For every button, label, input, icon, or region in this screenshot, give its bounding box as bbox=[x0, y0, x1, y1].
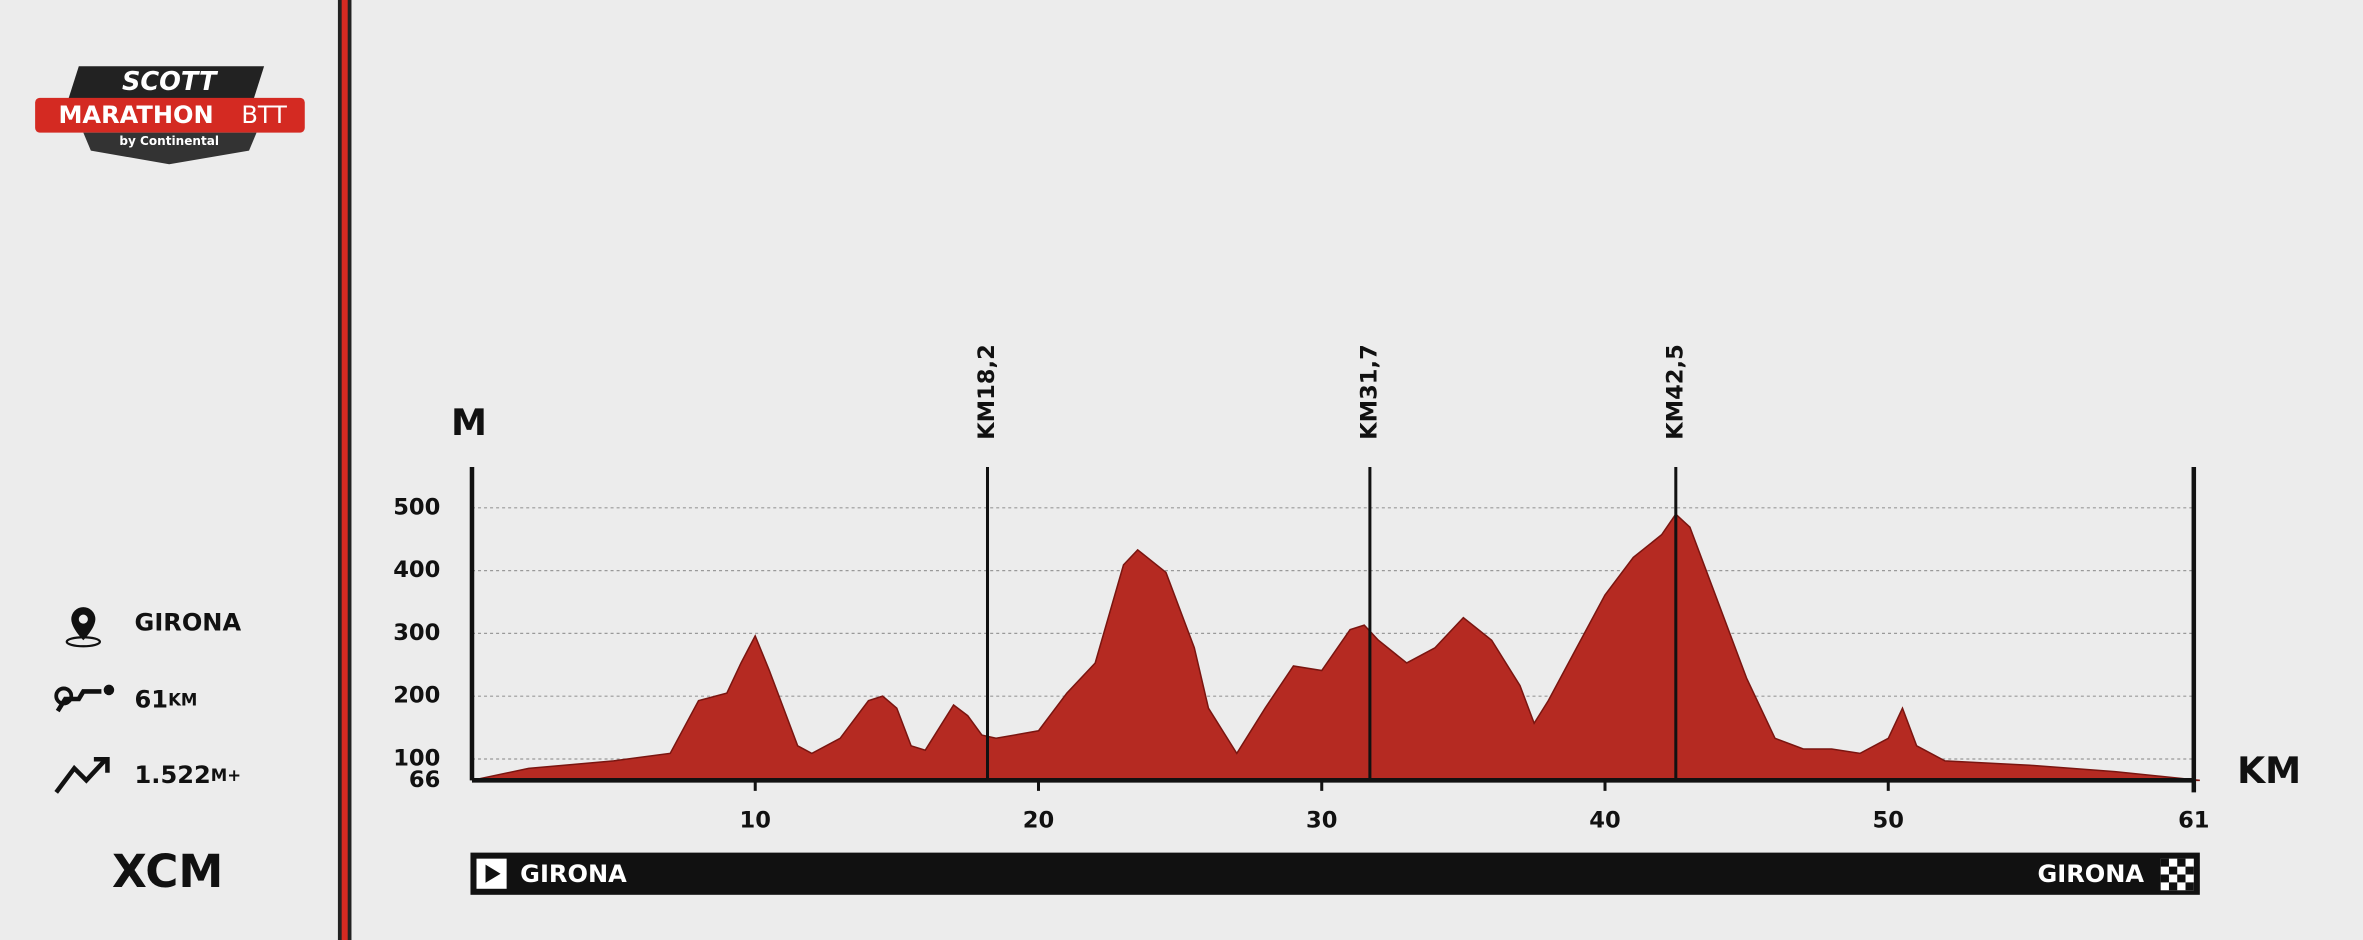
climb-unit: M+ bbox=[211, 765, 241, 784]
logo-brand: SCOTT bbox=[122, 67, 219, 97]
x-axis-label: KM bbox=[2237, 749, 2301, 792]
marker-label: KM18,2 bbox=[974, 344, 1000, 440]
y-axis-label: M bbox=[451, 401, 487, 444]
x-tick-label: 50 bbox=[1873, 807, 1904, 833]
start-label: GIRONA bbox=[520, 860, 627, 888]
y-tick-label: 400 bbox=[393, 557, 440, 583]
climb: 1.522M+ bbox=[135, 761, 242, 789]
logo: SCOTT MARATHON BTT by Continental bbox=[35, 66, 305, 165]
marker-label: KM42,5 bbox=[1662, 344, 1688, 440]
climb-value: 1.522 bbox=[135, 761, 211, 789]
y-tick-label: 500 bbox=[393, 494, 440, 520]
distance: 61KM bbox=[135, 685, 198, 713]
logo-sponsor: by Continental bbox=[119, 134, 219, 148]
y-tick-label: 100 bbox=[393, 745, 440, 771]
distance-value: 61 bbox=[135, 685, 169, 713]
logo-event-suffix: BTT bbox=[241, 101, 287, 129]
category: XCM bbox=[112, 845, 223, 898]
y-tick-label: 300 bbox=[393, 620, 440, 646]
elevation-area bbox=[471, 512, 2200, 782]
x-tick-label: 30 bbox=[1306, 807, 1337, 833]
x-tick-label: 10 bbox=[740, 807, 771, 833]
x-tick-label: 61 bbox=[2178, 807, 2209, 833]
separator-accent bbox=[341, 0, 348, 940]
y-tick-label: 66 bbox=[409, 767, 440, 793]
distance-unit: KM bbox=[168, 690, 197, 709]
route-bar bbox=[470, 852, 2200, 895]
finish-label: GIRONA bbox=[2038, 860, 2145, 888]
location: GIRONA bbox=[135, 609, 242, 637]
x-tick-label: 20 bbox=[1023, 807, 1054, 833]
x-tick-label: 40 bbox=[1589, 807, 1620, 833]
marker-label: KM31,7 bbox=[1356, 344, 1382, 440]
logo-event: MARATHON bbox=[58, 101, 213, 129]
climb-icon bbox=[54, 756, 110, 794]
finish-icon bbox=[2160, 858, 2194, 891]
y-tick-label: 200 bbox=[393, 683, 440, 709]
